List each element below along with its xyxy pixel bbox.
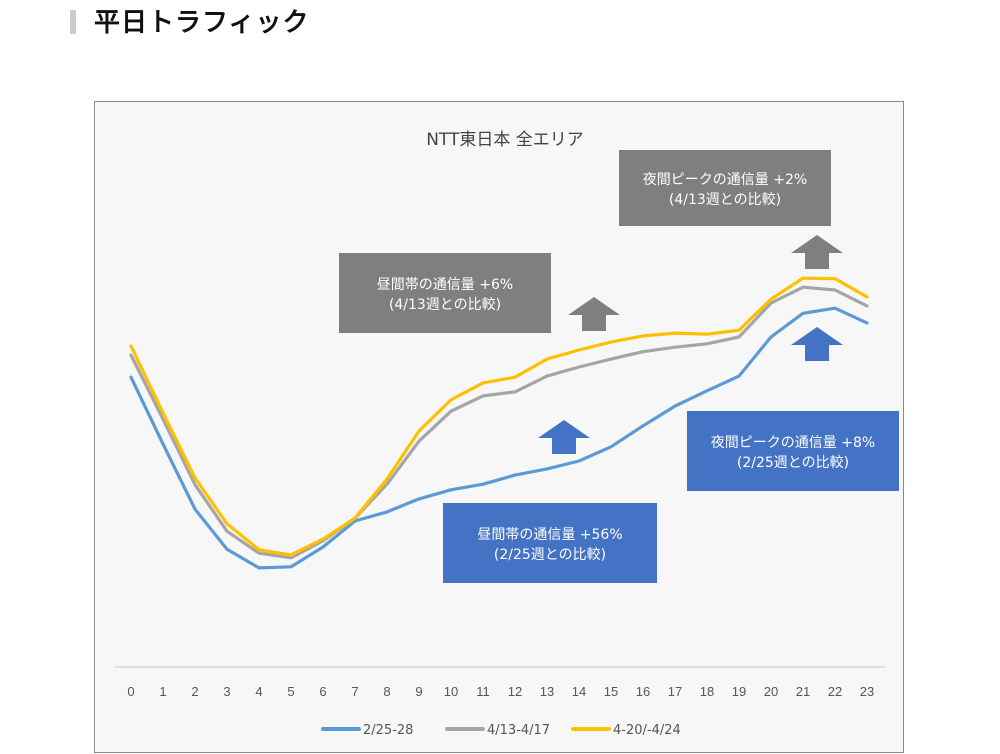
legend-label: 4/13-4/17: [487, 723, 550, 738]
annotation-box: [339, 253, 551, 333]
page-title: 平日トラフィック: [94, 7, 310, 38]
chart-title: NTT東日本 全エリア: [426, 130, 584, 150]
series-line-0: [129, 306, 869, 570]
x-tick-label: 14: [572, 684, 586, 699]
series-line-2: [129, 276, 869, 557]
x-tick-label: 8: [383, 684, 390, 699]
line-chart: NTT東日本 全エリア 0 1 2 3 4 5 6 7 8 9 10 11 12 13 14 15 16 17 18…: [115, 130, 899, 738]
annotation-box: [687, 411, 899, 491]
annotation-daytime-vs-0413: 昼間帯の通信量 +6% (4/13週との比較): [339, 253, 620, 333]
annotation-line-2: (2/25週との比較): [494, 547, 606, 563]
legend-item-1: 4/13-4/17: [445, 723, 550, 738]
x-tick-label: 5: [287, 684, 294, 699]
annotation-line-2: (2/25週との比較): [737, 455, 849, 471]
x-tick-label: 23: [860, 684, 874, 699]
legend-item-0: 2/25-28: [321, 723, 413, 738]
x-tick-label: 1: [159, 684, 166, 699]
section-heading: 平日トラフィック: [70, 0, 309, 40]
x-tick-label: 3: [223, 684, 230, 699]
x-tick-label: 15: [604, 684, 618, 699]
x-tick-label: 6: [319, 684, 326, 699]
x-tick-label: 17: [668, 684, 682, 699]
up-arrow-icon: [791, 327, 843, 361]
annotation-line-1: 昼間帯の通信量 +6%: [377, 277, 513, 293]
x-tick-label: 0: [127, 684, 134, 699]
x-tick-label: 2: [191, 684, 198, 699]
x-tick-label: 9: [415, 684, 422, 699]
annotation-line-2: (4/13週との比較): [669, 192, 781, 208]
annotation-box: [619, 150, 831, 226]
up-arrow-icon: [568, 297, 620, 331]
annotation-box: [443, 503, 657, 583]
annotation-line-1: 夜間ピークの通信量 +2%: [643, 172, 807, 188]
legend-label: 2/25-28: [363, 723, 413, 738]
x-tick-label: 4: [255, 684, 262, 699]
x-tick-label: 21: [796, 684, 810, 699]
x-tick-label: 16: [636, 684, 650, 699]
series-line-1: [129, 285, 869, 560]
up-arrow-icon: [791, 235, 843, 269]
x-tick-label: 10: [444, 684, 458, 699]
x-tick-label: 12: [508, 684, 522, 699]
up-arrow-icon: [538, 420, 590, 454]
annotation-daytime-vs-0225: 昼間帯の通信量 +56% (2/25週との比較): [443, 420, 657, 583]
x-tick-label: 19: [732, 684, 746, 699]
x-tick-label: 7: [351, 684, 358, 699]
annotation-night-peak-vs-0413: 夜間ピークの通信量 +2% (4/13週との比較): [619, 150, 843, 269]
chart-frame: NTT東日本 全エリア 0 1 2 3 4 5 6 7 8 9 10 11 12 13 14 15 16 17 18…: [94, 101, 904, 753]
x-tick-label: 13: [540, 684, 554, 699]
legend-item-2: 4-20/-4/24: [571, 723, 681, 738]
x-tick-label: 18: [700, 684, 714, 699]
legend-label: 4-20/-4/24: [613, 723, 681, 738]
x-tick-label: 11: [476, 684, 490, 699]
annotation-line-1: 昼間帯の通信量 +56%: [477, 527, 622, 543]
annotation-line-2: (4/13週との比較): [389, 297, 501, 313]
heading-accent-bar: [70, 10, 76, 34]
x-tick-label: 22: [828, 684, 842, 699]
annotation-night-peak-vs-0225: 夜間ピークの通信量 +8% (2/25週との比較): [687, 327, 899, 491]
annotation-line-1: 夜間ピークの通信量 +8%: [711, 435, 875, 451]
x-tick-label: 20: [764, 684, 778, 699]
